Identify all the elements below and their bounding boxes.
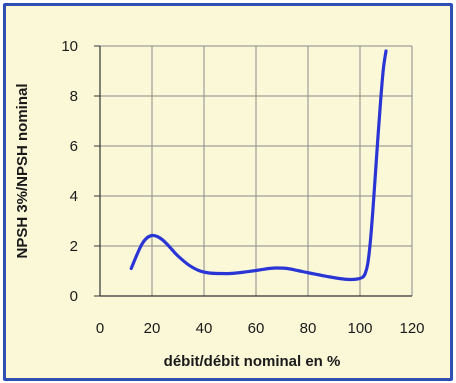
series-group — [129, 49, 388, 282]
x-tick-label: 0 — [96, 320, 104, 337]
y-tick-label: 6 — [70, 138, 78, 155]
chart-frame — [3, 3, 453, 381]
x-tick-label: 100 — [347, 320, 372, 337]
x-tick-label: 20 — [144, 320, 161, 337]
y-tick-label: 0 — [70, 288, 78, 305]
y-tick-label: 2 — [70, 238, 78, 255]
x-tick-label: 120 — [399, 320, 424, 337]
axes — [94, 45, 412, 297]
y-tick-label: 8 — [70, 88, 78, 105]
y-tick-label: 10 — [61, 38, 78, 55]
tick-labels: 0 20 40 60 80 100 120 0 2 4 6 8 10 — [61, 38, 424, 337]
x-tick-label: 40 — [196, 320, 213, 337]
y-tick-label: 4 — [70, 188, 78, 205]
x-tick-label: 60 — [248, 320, 265, 337]
y-axis-title: NPSH 3%/NPSH nominal — [14, 83, 31, 258]
x-tick-label: 80 — [300, 320, 317, 337]
x-axis-title: débit/débit nominal en % — [164, 353, 341, 370]
series-line-0 — [129, 49, 388, 282]
grid — [100, 45, 413, 296]
